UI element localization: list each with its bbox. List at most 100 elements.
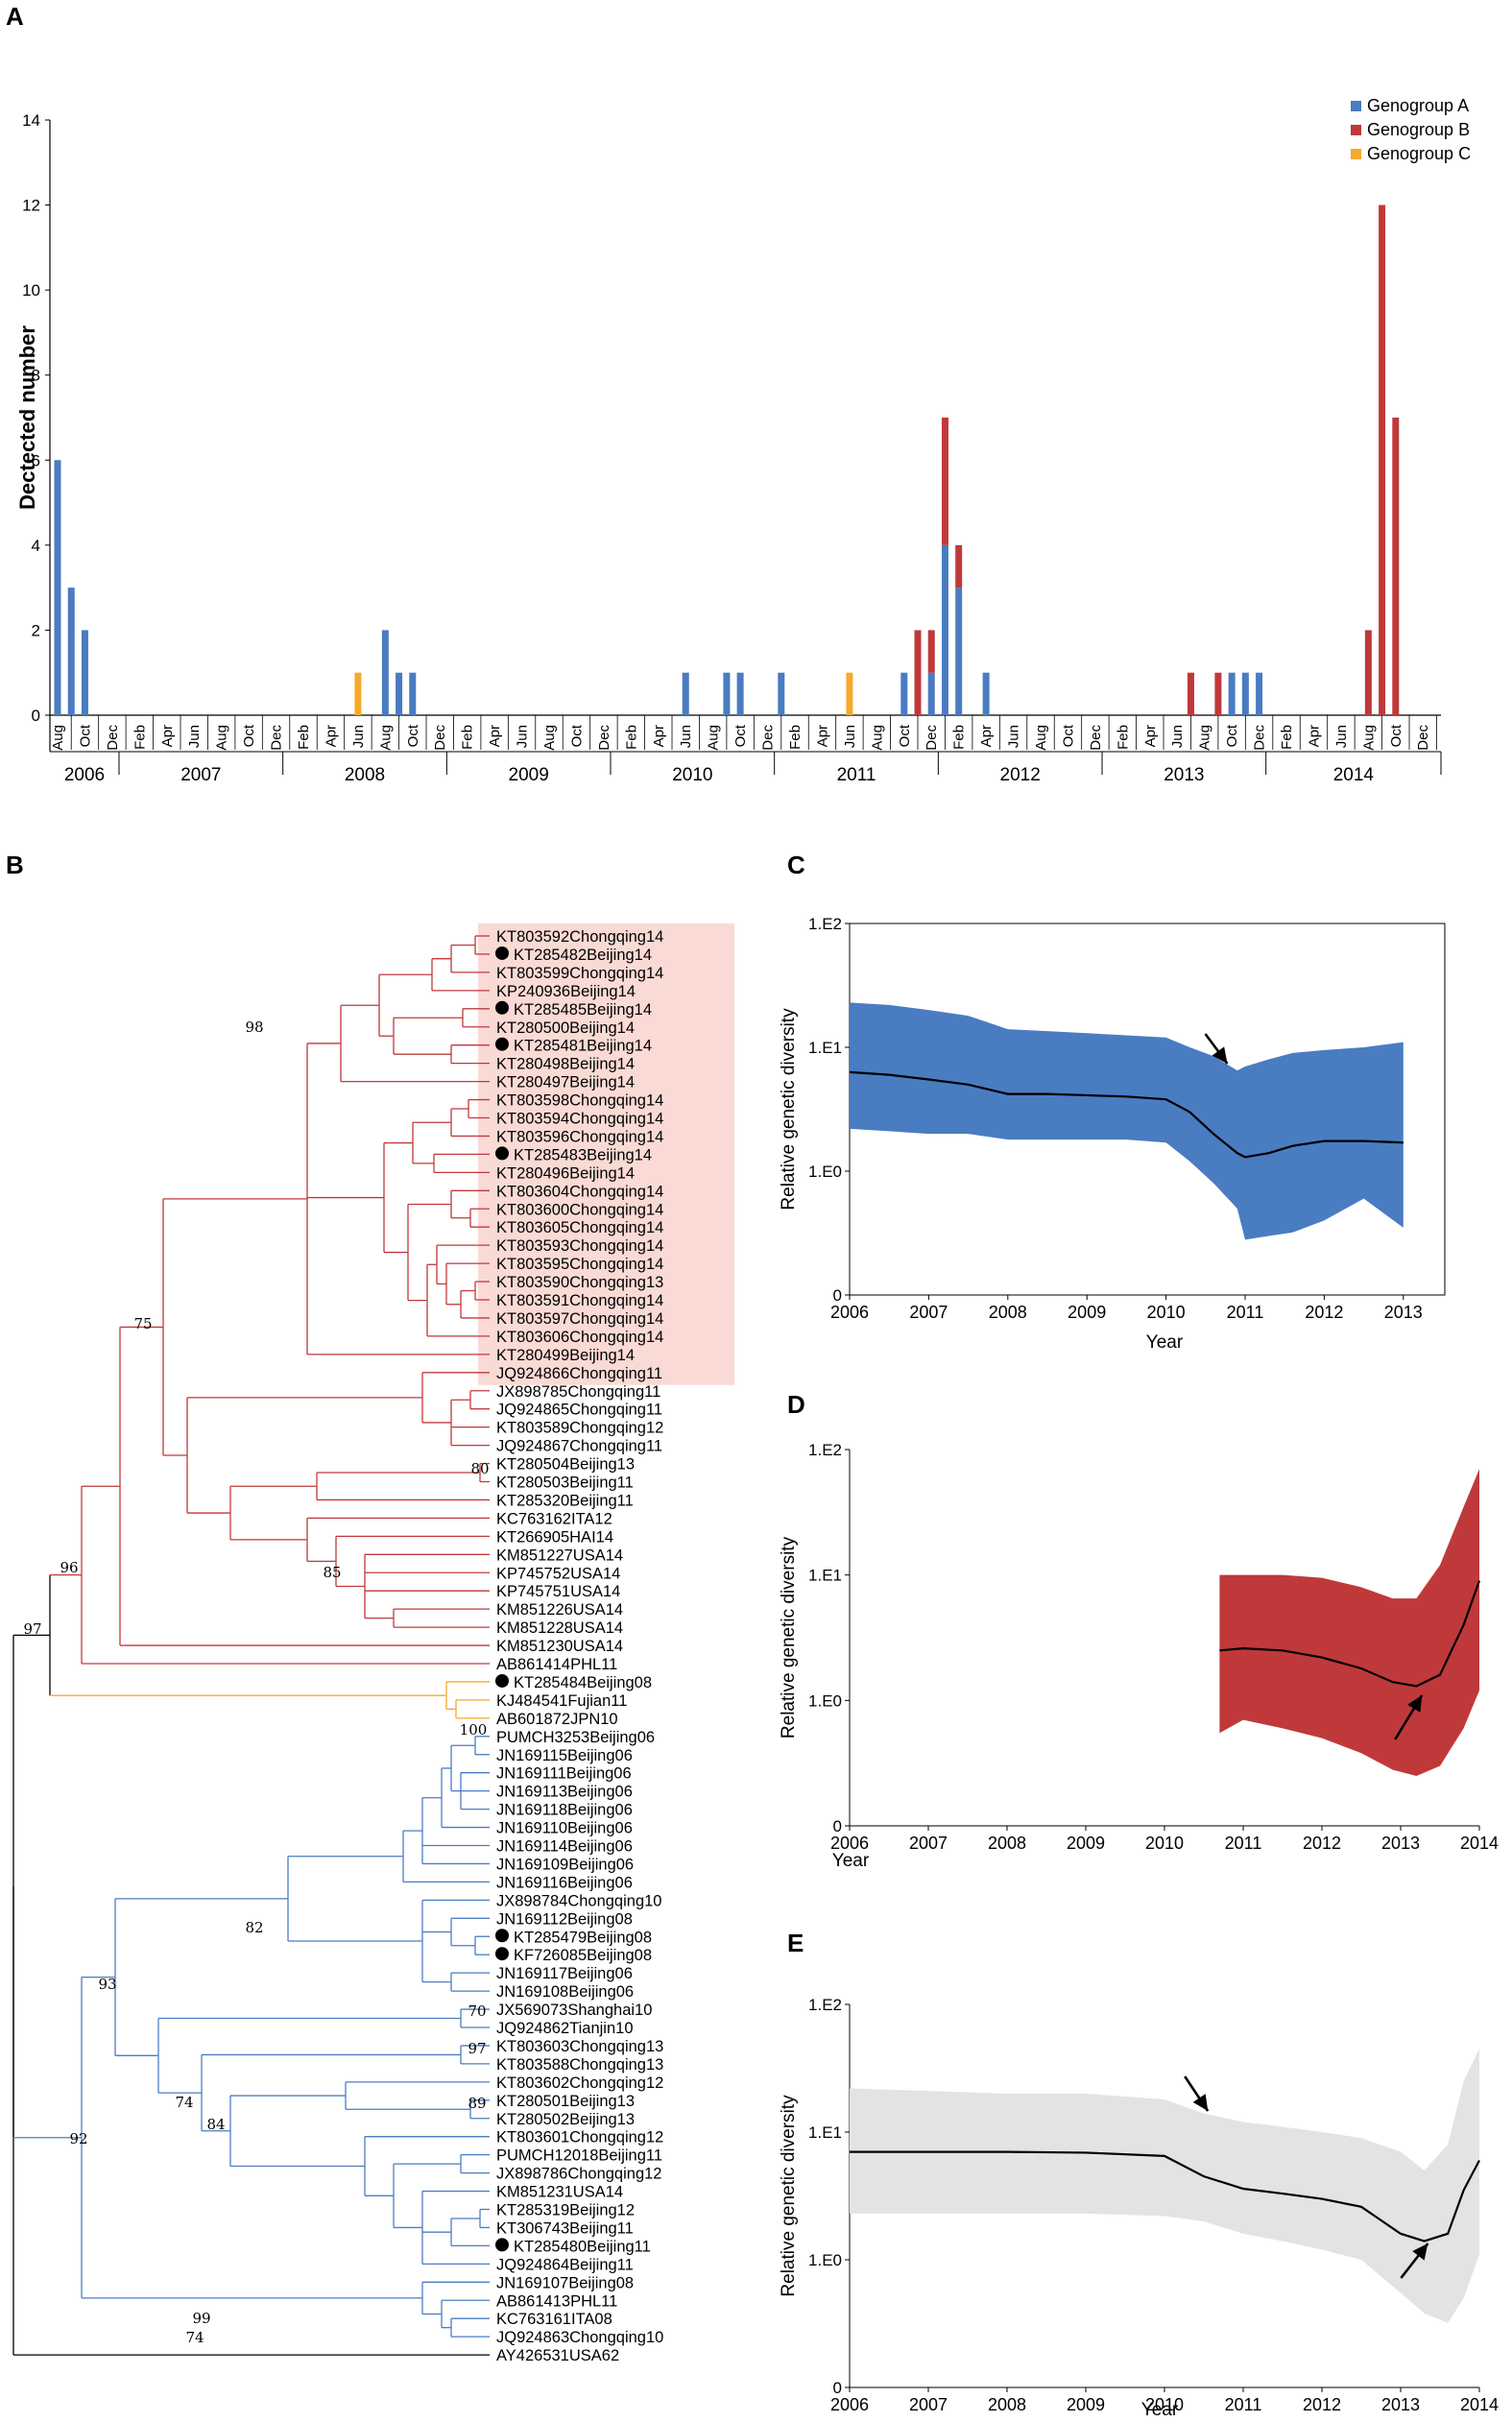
- month-label: Aug: [869, 725, 885, 751]
- year-label: 2006: [64, 765, 105, 785]
- panel-label-d: D: [787, 1390, 805, 1419]
- taxon-label: KT285320Beijing11: [496, 1492, 634, 1509]
- bootstrap-value: 100: [460, 1721, 488, 1739]
- bar-genogroup-a: [1228, 672, 1236, 715]
- month-label: Aug: [1360, 725, 1377, 751]
- taxon-label: KT803589Chongqing12: [496, 1420, 663, 1437]
- y-axis-title: Relative genetic diversity: [779, 2095, 799, 2297]
- x-tick-label: 2009: [1067, 1834, 1105, 1853]
- month-label: Jun: [186, 725, 203, 748]
- y-axis-title: Dectected number: [15, 325, 39, 510]
- arrow-head: [1192, 2094, 1209, 2111]
- bar-genogroup-a: [723, 672, 731, 715]
- bar-genogroup-b: [914, 630, 922, 715]
- y-axis-title: Relative genetic diversity: [779, 1536, 799, 1739]
- phylogenetic-tree: KT803592Chongqing14KT285482Beijing14KT80…: [12, 923, 734, 2364]
- taxon-label: KM851231USA14: [496, 2184, 623, 2201]
- taxon-label: JQ924866Chongqing11: [496, 1365, 662, 1382]
- month-label: Feb: [787, 725, 804, 750]
- bar-genogroup-a: [736, 672, 744, 715]
- bar-genogroup-a: [409, 672, 417, 715]
- taxon-label: JX569073Shanghai10: [496, 2002, 652, 2019]
- taxon-label: KT803588Chongqing13: [496, 2056, 663, 2074]
- taxon-label: JN169118Beijing06: [496, 1802, 633, 1819]
- taxon-label: JN169115Beijing06: [496, 1747, 633, 1764]
- bootstrap-value: 97: [468, 2040, 486, 2057]
- taxon-label: JN169112Beijing08: [496, 1910, 633, 1928]
- month-label: Jun: [1006, 725, 1022, 748]
- x-tick-label: 2013: [1381, 2395, 1420, 2414]
- y-tick-label: 8: [32, 367, 40, 385]
- taxon-label: KT285483Beijing14: [514, 1146, 652, 1163]
- bar-genogroup-b: [1187, 672, 1194, 715]
- marked-sequence-dot: [495, 1146, 509, 1161]
- x-tick-label: 2006: [830, 2395, 869, 2414]
- month-label: Jun: [1169, 725, 1186, 748]
- taxon-label: JN169113Beijing06: [496, 1784, 633, 1801]
- month-label: Dec: [105, 725, 121, 751]
- taxon-label: KT266905HAI14: [496, 1528, 613, 1546]
- bar-genogroup-a: [778, 672, 785, 715]
- month-label: Oct: [241, 724, 257, 747]
- median-line: [1219, 1580, 1481, 1688]
- bar-genogroup-b: [1392, 418, 1400, 715]
- month-label: Aug: [377, 725, 394, 751]
- x-tick-label: 2008: [988, 2395, 1026, 2414]
- taxon-label: KT285479Beijing08: [514, 1929, 652, 1946]
- bar-genogroup-b: [941, 418, 948, 545]
- arrow-head: [1407, 1695, 1423, 1713]
- taxon-label: AB861413PHL11: [496, 2292, 617, 2310]
- taxon-label: KP240936Beijing14: [496, 983, 636, 1000]
- bar-genogroup-a: [396, 672, 403, 715]
- marked-sequence-dot: [495, 1000, 509, 1015]
- month-label: Feb: [1279, 725, 1295, 750]
- median-line: [849, 1070, 1404, 1159]
- month-label: Apr: [487, 725, 503, 747]
- hpd-band: [850, 1002, 1404, 1240]
- year-label: 2011: [837, 765, 876, 785]
- taxon-label: KC763161ITA08: [496, 2311, 612, 2328]
- month-label: Dec: [596, 725, 612, 751]
- arrow-head: [1412, 2243, 1428, 2261]
- x-tick-label: 2014: [1460, 1834, 1499, 1853]
- taxon-label: KT280504Beijing13: [496, 1456, 635, 1474]
- taxon-label: KT285480Beijing11: [514, 2238, 651, 2255]
- skyline-plot-e: 0 1.E0 1.E1 1.E2 2006 2007 2008 2009 2010 2011 201…: [779, 1996, 1499, 2420]
- month-label: Jun: [515, 725, 531, 748]
- bootstrap-value: 98: [245, 1019, 263, 1036]
- bar-genogroup-b: [927, 630, 935, 673]
- bootstrap-value: 85: [323, 1564, 341, 1581]
- x-tick-label: 2014: [1460, 2395, 1499, 2414]
- month-label: Jun: [350, 725, 367, 748]
- taxon-label: KM851226USA14: [496, 1601, 623, 1619]
- bootstrap-value: 97: [23, 1620, 41, 1638]
- bar-genogroup-a: [955, 588, 963, 715]
- month-label: Dec: [1088, 725, 1104, 751]
- month-label: Jun: [1333, 725, 1350, 748]
- taxon-label: KT803596Chongqing14: [496, 1128, 663, 1145]
- month-label: Oct: [1060, 724, 1076, 747]
- bootstrap-value: 99: [192, 2310, 210, 2327]
- month-label: Aug: [706, 725, 722, 751]
- taxon-label: KT280502Beijing13: [496, 2111, 635, 2128]
- skyline-plot-d: 0 1.E0 1.E1 1.E2 2006 2007 2008 2009 2010 2011 201…: [779, 1441, 1499, 1871]
- bootstrap-value: 84: [206, 2116, 225, 2133]
- taxon-label: KT803601Chongqing12: [496, 2129, 663, 2146]
- taxon-label: AB861414PHL11: [496, 1656, 617, 1673]
- taxon-label: JN169116Beijing06: [496, 1874, 633, 1891]
- taxon-label: KT803598Chongqing14: [496, 1092, 663, 1110]
- x-tick-label: 2006: [830, 1303, 869, 1322]
- month-label: Apr: [1306, 725, 1322, 747]
- taxon-label: KP745751USA14: [496, 1583, 620, 1600]
- taxon-label: KT803605Chongqing14: [496, 1219, 663, 1236]
- month-label: Apr: [978, 725, 995, 747]
- month-label: Feb: [460, 725, 476, 750]
- y-tick-label: 1.E2: [808, 1996, 842, 2014]
- taxon-label: JQ924865Chongqing11: [496, 1402, 662, 1419]
- legend-label: Genogroup A: [1367, 96, 1469, 115]
- bar-genogroup-a: [381, 630, 389, 715]
- taxon-label: JQ924862Tianjin10: [496, 2020, 634, 2037]
- marked-sequence-dot: [495, 1947, 509, 1961]
- x-tick-label: 2010: [1147, 1303, 1186, 1322]
- y-tick-label: 4: [32, 537, 40, 555]
